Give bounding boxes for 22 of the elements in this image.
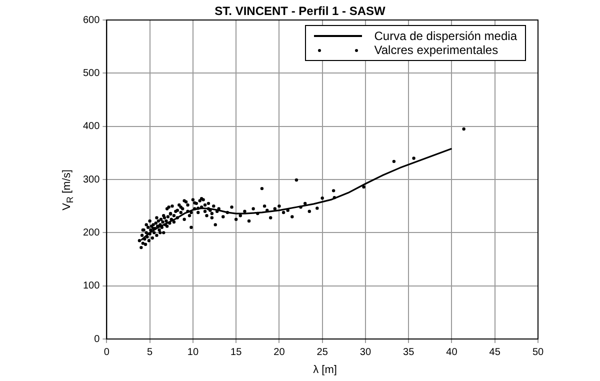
x-axis-title: λ [m] (313, 364, 337, 376)
y-tick-label: 600 (82, 14, 100, 26)
y-tick-label: 300 (82, 174, 100, 186)
x-tick-label: 25 (316, 346, 328, 358)
y-tick-label: 500 (82, 68, 100, 79)
legend-label: Curva de dispersión media (374, 29, 517, 43)
x-tick-label: 50 (532, 346, 544, 358)
x-tick-label: 5 (147, 346, 154, 358)
y-tick-label: 400 (82, 121, 100, 132)
x-tick-label: 30 (360, 346, 372, 358)
x-tick-label: 40 (446, 346, 458, 358)
x-tick-label: 45 (489, 346, 501, 358)
x-tick-label: 20 (274, 346, 286, 358)
legend-label: Valcres experimentales (374, 43, 498, 57)
x-tick-label: 10 (187, 346, 199, 358)
x-tick-label: 0 (104, 346, 110, 358)
y-tick-label: 0 (94, 334, 100, 345)
x-tick-label: 15 (230, 346, 242, 358)
chart-title: ST. VINCENT - Perfil 1 - SASW (214, 4, 386, 18)
x-tick-label: 35 (403, 346, 415, 358)
y-tick-label: 200 (82, 227, 100, 238)
y-tick-label: 100 (82, 280, 100, 292)
